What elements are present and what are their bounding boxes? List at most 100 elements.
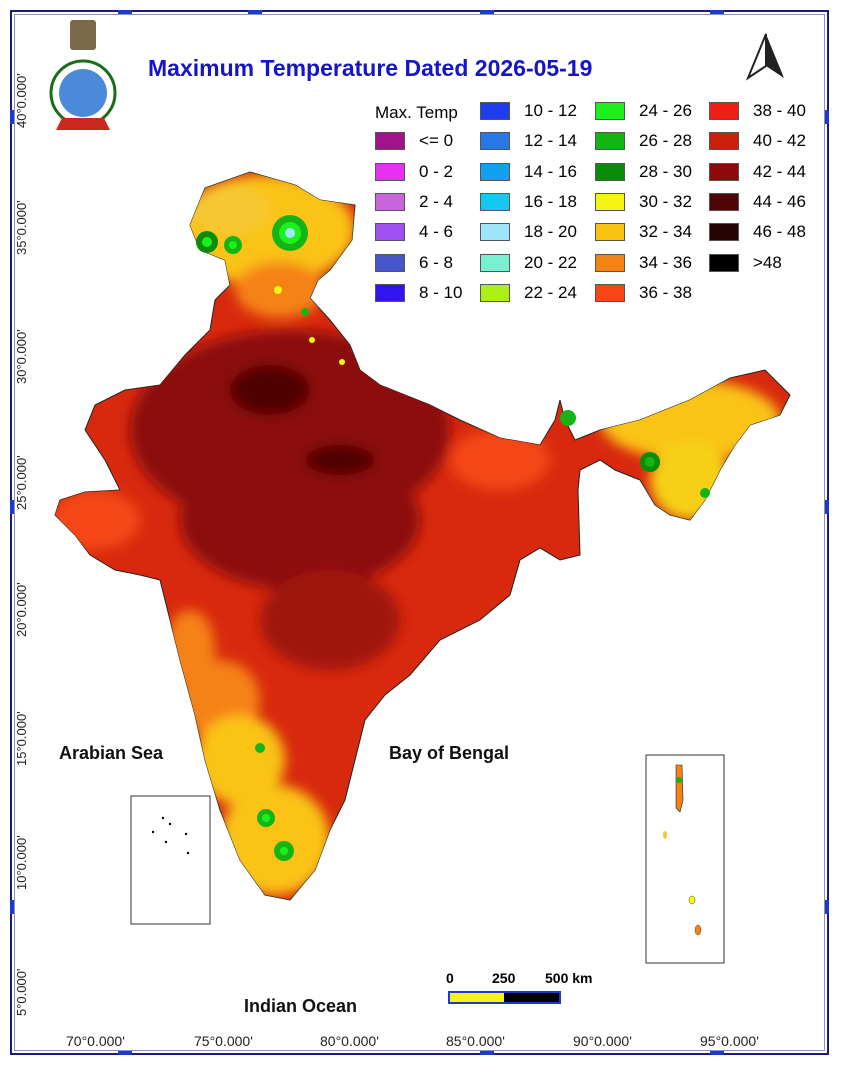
legend-item: 36 - 38 [595, 281, 692, 305]
legend-label: 26 - 28 [639, 131, 692, 151]
legend-label: 30 - 32 [639, 191, 692, 211]
legend-label: 44 - 46 [753, 191, 806, 211]
legend-swatch [595, 283, 625, 302]
legend-item: 44 - 46 [709, 190, 806, 214]
frame-tick [710, 10, 724, 14]
north-arrow-icon [745, 33, 784, 81]
legend-item: 22 - 24 [480, 281, 577, 305]
legend-item: 10 - 12 [480, 99, 577, 123]
legend-item: 46 - 48 [709, 220, 806, 244]
cool-spots [196, 215, 710, 861]
legend-item: 20 - 22 [480, 251, 577, 275]
lon-label: 90°0.000' [573, 1033, 632, 1049]
legend-swatch [480, 102, 510, 120]
lat-label: 30°0.000' [14, 329, 29, 384]
legend-label: 2 - 4 [419, 191, 454, 211]
frame-tick [118, 10, 132, 14]
legend-label: 24 - 26 [639, 101, 692, 120]
lon-label: 95°0.000' [700, 1033, 759, 1049]
legend-label: 0 - 2 [419, 161, 454, 181]
scale-mid: 250 [492, 970, 516, 986]
legend-label: 18 - 20 [524, 222, 577, 242]
legend-label: 46 - 48 [753, 222, 806, 242]
map-title: Maximum Temperature Dated 2026-05-19 [148, 55, 593, 81]
legend-swatch [709, 132, 739, 151]
lon-label: 85°0.000' [446, 1033, 505, 1049]
bay-of-bengal-label: Bay of Bengal [389, 743, 510, 763]
frame-tick [10, 900, 14, 914]
legend-item: 30 - 32 [595, 190, 692, 214]
legend-title: Max. Temp [375, 103, 458, 122]
frame-tick [825, 500, 829, 514]
frame-tick [10, 110, 14, 124]
lat-label: 35°0.000' [14, 200, 29, 255]
arabian-sea-label: Arabian Sea [59, 743, 164, 763]
lat-label: 10°0.000' [14, 835, 29, 890]
lon-label: 80°0.000' [320, 1033, 379, 1049]
lat-label: 5°0.000' [14, 968, 29, 1016]
scale-end: 500 km [545, 970, 593, 986]
legend-swatch [480, 132, 510, 151]
legend-swatch [480, 253, 510, 272]
legend-item: 42 - 44 [709, 160, 806, 184]
legend-label: 40 - 42 [753, 131, 806, 151]
frame-tick [248, 10, 262, 14]
legend-item: >48 [709, 251, 782, 275]
legend-label: 36 - 38 [639, 282, 692, 302]
legend-swatch [375, 223, 405, 242]
legend-label: 14 - 16 [524, 161, 577, 181]
frame-tick [118, 1051, 132, 1055]
legend-swatch [595, 132, 625, 151]
legend-swatch [595, 253, 625, 272]
legend-item: 14 - 16 [480, 160, 577, 184]
indian-ocean-label: Indian Ocean [244, 996, 358, 1016]
legend-label: 34 - 36 [639, 252, 692, 272]
frame-tick [10, 500, 14, 514]
frame-tick [480, 10, 494, 14]
legend-label: 38 - 40 [753, 101, 806, 120]
legend-label: 4 - 6 [419, 222, 454, 242]
lakshadweep-inset [130, 795, 211, 925]
legend-item: 8 - 10 [375, 281, 462, 305]
legend-item: 16 - 18 [480, 190, 577, 214]
legend-label: 28 - 30 [639, 161, 692, 181]
legend-item: 34 - 36 [595, 251, 692, 275]
lat-label: 20°0.000' [14, 582, 29, 637]
legend-swatch [480, 162, 510, 181]
legend-item: 28 - 30 [595, 160, 692, 184]
legend-item: 32 - 34 [595, 220, 692, 244]
legend-swatch [480, 283, 510, 302]
legend-label: 42 - 44 [753, 161, 806, 181]
map-frame-inner [14, 14, 825, 1051]
lon-label: 75°0.000' [194, 1033, 253, 1049]
legend-swatch [595, 223, 625, 242]
legend-label: 20 - 22 [524, 252, 577, 272]
legend-item: 26 - 28 [595, 129, 692, 153]
legend-item: 6 - 8 [375, 251, 453, 275]
legend-item: 40 - 42 [709, 129, 806, 153]
legend-swatch [709, 162, 739, 181]
imd-logo [49, 20, 117, 130]
legend-swatch [709, 102, 739, 120]
legend-swatch [375, 283, 405, 302]
legend-swatch [709, 192, 739, 211]
legend-item: 0 - 2 [375, 160, 453, 184]
legend-swatch [595, 102, 625, 120]
frame-tick [825, 110, 829, 124]
legend-label: 10 - 12 [524, 101, 577, 120]
andaman-inset [645, 754, 725, 964]
lat-label: 25°0.000' [14, 455, 29, 510]
legend-item: 18 - 20 [480, 220, 577, 244]
legend-swatch [480, 223, 510, 242]
legend-label: 8 - 10 [419, 282, 463, 302]
lon-label: 70°0.000' [66, 1033, 125, 1049]
legend-label: 22 - 24 [524, 282, 577, 302]
legend-label: 12 - 14 [524, 131, 577, 151]
legend-item: 4 - 6 [375, 220, 453, 244]
legend-swatch [480, 192, 510, 211]
legend-label: 16 - 18 [524, 191, 577, 211]
legend-swatch [375, 253, 405, 272]
frame-tick [480, 1051, 494, 1055]
legend-swatch [375, 192, 405, 211]
legend-label: <= 0 [419, 131, 454, 151]
